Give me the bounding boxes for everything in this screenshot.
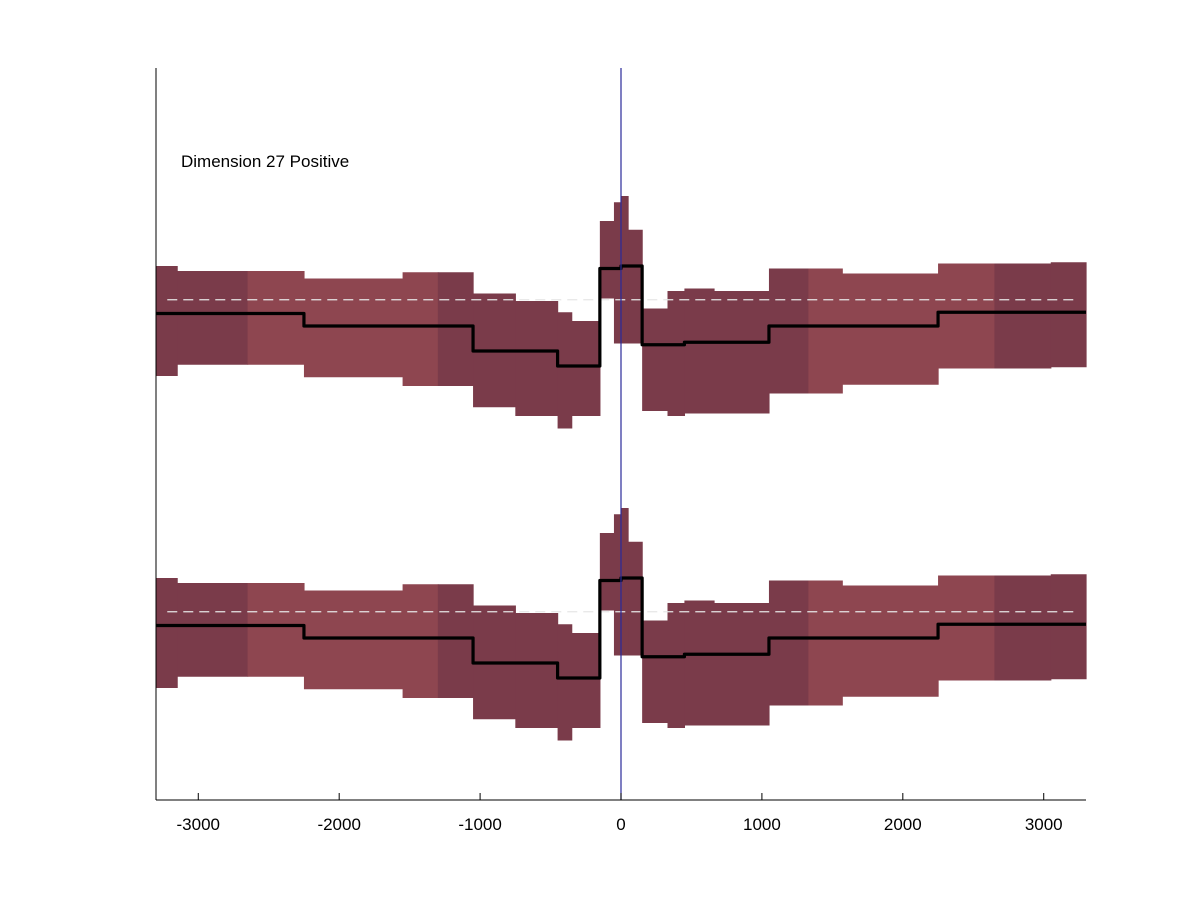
band-bin (437, 272, 474, 386)
axes: -3000 -2000 -1000 0 1000 2000 3000 (155, 68, 1086, 834)
band-bin (613, 514, 622, 656)
band-bin (994, 263, 1052, 369)
band-bin (667, 603, 686, 728)
band-bin (714, 603, 770, 726)
band-bin (515, 301, 559, 416)
panel-1 (156, 196, 1087, 429)
band-bin (557, 624, 573, 741)
band-bin (768, 580, 809, 706)
band-bin (177, 271, 249, 365)
band-bin (628, 229, 643, 344)
band-bin (842, 585, 939, 697)
x-tick-label: 3000 (1025, 815, 1063, 834)
x-tick-label: -2000 (317, 815, 360, 834)
band-bin (156, 266, 178, 376)
x-tick-label: -3000 (177, 815, 220, 834)
band-bin (599, 221, 615, 299)
band-bin (557, 312, 573, 429)
band-bin (571, 321, 601, 416)
band-bin (437, 584, 474, 698)
chart-title: Dimension 27 Positive (181, 152, 349, 171)
band-bin (684, 600, 715, 726)
band-bin (621, 508, 629, 656)
band-bin (247, 583, 305, 677)
band-bin (515, 613, 559, 728)
band-bin (938, 263, 996, 369)
band-bin (599, 533, 615, 611)
band-bin (402, 272, 439, 386)
x-tick-label: 0 (616, 815, 625, 834)
band-bin (938, 575, 996, 681)
band-bin (842, 273, 939, 385)
band-bin (642, 620, 669, 723)
x-tick-label: 1000 (743, 815, 781, 834)
band-bin (303, 590, 404, 690)
band-bin (628, 541, 643, 656)
band-bin (808, 268, 843, 394)
band-bin (303, 278, 404, 378)
band-bin (642, 308, 669, 411)
panels-layer (156, 196, 1087, 741)
band-bin (571, 633, 601, 728)
band-bin (156, 578, 178, 688)
band-bin (684, 288, 715, 414)
band-bin (621, 196, 629, 344)
band-bin (402, 584, 439, 698)
band-bin (1050, 262, 1087, 368)
x-tick-label: -1000 (458, 815, 501, 834)
band-bin (177, 583, 249, 677)
band-bin (808, 580, 843, 706)
band-bin (667, 291, 686, 416)
band-bin (994, 575, 1052, 681)
band-bin (613, 202, 622, 344)
band-bin (247, 271, 305, 365)
band-bin (1050, 574, 1087, 680)
band-bin (768, 268, 809, 394)
x-tick-label: 2000 (884, 815, 922, 834)
band-bin (714, 291, 770, 414)
